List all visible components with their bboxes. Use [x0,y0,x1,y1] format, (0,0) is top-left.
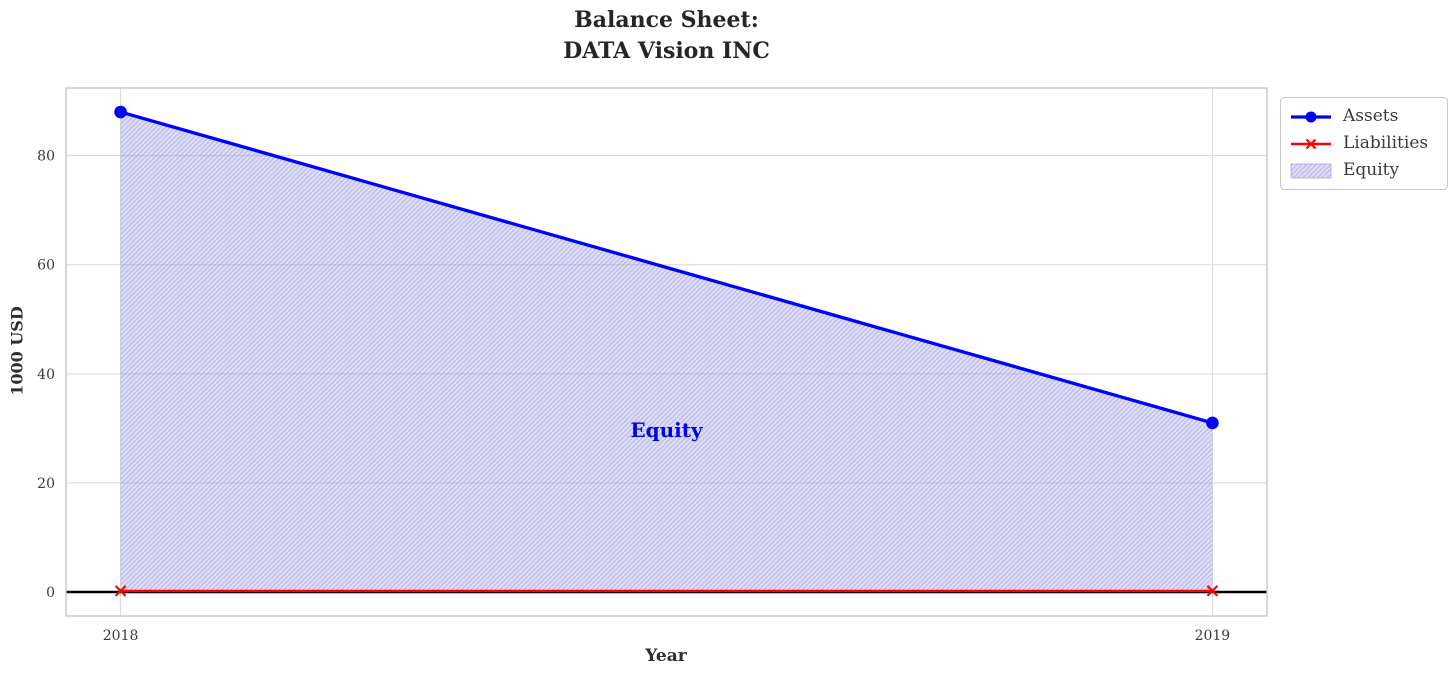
chart-title: Balance Sheet: DATA Vision INC [66,5,1267,67]
y-tick-label: 20 [37,476,55,492]
y-tick-label: 40 [37,367,55,383]
liabilities-point-marker [114,585,127,597]
x-tick-label: 2018 [103,628,139,644]
liabilities-point-marker [1206,585,1219,597]
legend: Assets Liabilities Equity [1280,97,1448,190]
plot-border [65,87,1268,617]
legend-line-circle-icon [1291,111,1331,122]
legend-item-label: Equity [1343,160,1400,180]
legend-item: Liabilities [1290,130,1438,157]
legend-item-label: Liabilities [1343,133,1429,153]
legend-line-x-icon [1291,138,1331,149]
y-tick-label: 0 [46,585,55,601]
chart-title-line1: Balance Sheet: [574,7,759,33]
y-tick-label: 80 [37,149,55,165]
y-tick-label: 60 [37,258,55,274]
x-tick-label: 2019 [1195,628,1231,644]
legend-hatch-patch-icon [1290,163,1332,178]
legend-item: Assets [1290,103,1438,130]
chart-title-line2: DATA Vision INC [563,38,770,64]
y-axis-label: 1000 USD [7,306,27,396]
legend-item: Equity [1290,157,1438,184]
assets-point-marker [1206,416,1219,430]
assets-point-marker [114,105,127,119]
equity-area-hatch [120,112,1213,591]
x-axis-label: Year [645,646,687,666]
legend-item-label: Assets [1343,106,1399,126]
assets-line [120,110,1213,425]
equity-annotation: Equity [630,418,703,442]
